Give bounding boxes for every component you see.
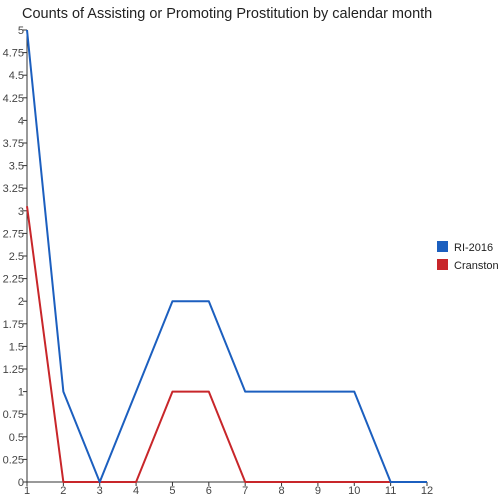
- x-tick-label: 5: [169, 485, 175, 497]
- x-tick-label: 9: [315, 485, 321, 497]
- y-tick-label: 2: [18, 296, 24, 308]
- x-tick-label: 7: [242, 485, 248, 497]
- y-tick-label: 0.5: [9, 432, 24, 444]
- y-tick-label: 3: [18, 206, 24, 218]
- y-tick-label: 1: [18, 387, 24, 399]
- y-tick-label: 4.5: [9, 70, 24, 82]
- y-tick-label: 0: [18, 477, 24, 489]
- y-tick-label: 0.25: [3, 454, 24, 466]
- x-axis-ticks: 1 2 3 4 5 6 7 8 9 10 11 12: [24, 482, 433, 497]
- x-tick-label: 6: [206, 485, 212, 497]
- x-tick-label: 12: [421, 485, 433, 497]
- x-tick-label: 1: [24, 485, 30, 497]
- y-tick-label: 4: [18, 115, 24, 127]
- y-tick-label: 3.75: [3, 138, 24, 150]
- y-tick-label: 4.25: [3, 93, 24, 105]
- x-tick-label: 11: [385, 485, 396, 497]
- x-tick-label: 2: [60, 485, 66, 497]
- chart-title: Counts of Assisting or Promoting Prostit…: [22, 6, 432, 22]
- series-line-cranston: [26, 206, 427, 483]
- legend-item[interactable]: Cranston: [437, 259, 499, 272]
- y-tick-label: 3.5: [9, 161, 24, 173]
- legend-swatch: [437, 241, 448, 252]
- y-tick-label: 3.25: [3, 183, 24, 195]
- y-tick-label: 0.75: [3, 409, 24, 421]
- y-axis-ticks: 0 0.25 0.5 0.75 1 1.25 1.5 1.75 2 2.25 2.5 2.75 3 3.2…: [3, 25, 27, 489]
- legend-item[interactable]: RI-2016: [437, 241, 493, 254]
- y-tick-label: 2.5: [9, 251, 24, 263]
- y-tick-label: 5: [18, 25, 24, 37]
- y-tick-label: 2.75: [3, 228, 24, 240]
- y-tick-label: 4.75: [3, 48, 24, 60]
- legend-label: Cranston: [454, 260, 499, 272]
- series-lines: [26, 29, 427, 483]
- x-tick-label: 8: [278, 485, 284, 497]
- y-tick-label: 1.25: [3, 364, 24, 376]
- legend-swatch: [437, 259, 448, 270]
- x-tick-label: 3: [97, 485, 103, 497]
- y-tick-label: 1.75: [3, 319, 24, 331]
- x-tick-label: 4: [133, 485, 139, 497]
- legend[interactable]: RI-2016 Cranston: [437, 241, 499, 272]
- y-tick-label: 2.25: [3, 274, 24, 286]
- series-line-ri-2016: [26, 29, 427, 483]
- y-tick-label: 1.5: [9, 341, 24, 353]
- legend-label: RI-2016: [454, 242, 493, 254]
- x-tick-label: 10: [348, 485, 360, 497]
